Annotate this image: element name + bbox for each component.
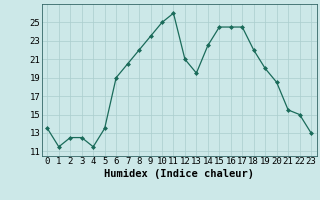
X-axis label: Humidex (Indice chaleur): Humidex (Indice chaleur) — [104, 169, 254, 179]
